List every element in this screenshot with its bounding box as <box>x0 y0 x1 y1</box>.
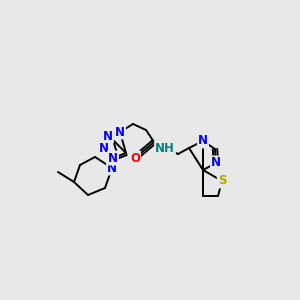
Text: N: N <box>103 130 113 142</box>
Text: N: N <box>108 152 118 164</box>
Text: N: N <box>115 125 125 139</box>
Text: N: N <box>99 142 109 155</box>
Text: NH: NH <box>155 142 175 154</box>
Text: N: N <box>198 134 208 148</box>
Text: S: S <box>218 175 226 188</box>
Text: N: N <box>211 157 221 169</box>
Text: O: O <box>130 152 140 164</box>
Text: N: N <box>107 161 117 175</box>
